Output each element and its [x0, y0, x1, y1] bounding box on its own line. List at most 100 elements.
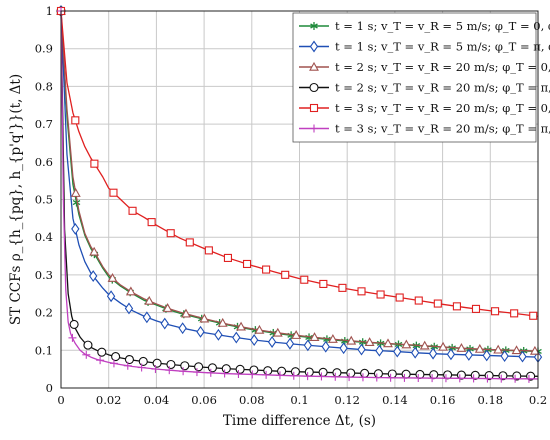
- data-point: [433, 299, 442, 308]
- data-point: [372, 373, 381, 382]
- data-point: [386, 373, 395, 382]
- data-point: [124, 302, 134, 315]
- series-6: [57, 7, 539, 383]
- data-point: [300, 275, 309, 284]
- data-point: [106, 290, 116, 303]
- data-point: [166, 359, 176, 370]
- data-point: [70, 188, 81, 197]
- data-point: [373, 369, 383, 379]
- series-3: [56, 5, 540, 355]
- data-point: [89, 246, 100, 256]
- data-point: [393, 345, 402, 358]
- data-point: [510, 309, 519, 318]
- series-2: [56, 5, 543, 364]
- data-point: [71, 116, 80, 125]
- data-point: [142, 311, 152, 324]
- data-point: [289, 371, 298, 380]
- data-point: [83, 340, 93, 350]
- x-tick-label: 0.14: [382, 393, 408, 407]
- data-point: [471, 304, 481, 313]
- legend-entry: t = 2 s; v_T = v_R = 20 m/s; φ_T = π, φ_…: [299, 81, 550, 95]
- legend-entry: t = 3 s; v_T = v_R = 20 m/s; φ_T = 0, φ_…: [299, 101, 550, 115]
- series-layer: [56, 5, 543, 383]
- data-point: [194, 362, 204, 372]
- y-tick-label: 0: [46, 381, 53, 395]
- data-point: [452, 302, 461, 311]
- data-point: [90, 159, 99, 168]
- y-tick-label: 0.8: [35, 79, 53, 93]
- data-point: [111, 352, 121, 362]
- data-point: [199, 313, 210, 323]
- data-point: [482, 349, 491, 362]
- data-point: [125, 286, 136, 296]
- x-tick-label: 0.02: [96, 393, 122, 407]
- data-point: [400, 373, 409, 382]
- series-5: [56, 6, 539, 320]
- data-point: [89, 270, 98, 282]
- legend-marker: [309, 40, 319, 53]
- data-point: [277, 366, 287, 376]
- y-tick-label: 0.9: [35, 42, 53, 56]
- data-point: [249, 365, 259, 375]
- data-point: [206, 368, 215, 377]
- legend-marker: [310, 22, 318, 30]
- data-point: [338, 283, 347, 292]
- data-point: [250, 334, 259, 346]
- data-point: [415, 369, 425, 379]
- data-point: [262, 370, 271, 379]
- data-point: [419, 340, 430, 350]
- data-point: [464, 348, 474, 361]
- data-point: [96, 356, 105, 365]
- legend-label: t = 2 s; v_T = v_R = 20 m/s; φ_T = π, φ_…: [335, 81, 550, 95]
- data-point: [71, 222, 80, 235]
- legend-entry: t = 2 s; v_T = v_R = 20 m/s; φ_T = 0, φ_…: [299, 60, 550, 74]
- legend-label: t = 1 s; v_T = v_R = 5 m/s; φ_T = 0, φ_R…: [335, 19, 550, 33]
- data-point: [123, 361, 132, 370]
- y-tick-labels: 0 0.1 0.2 0.3 0.4 0.5 0.6 0.7 0.8 0.9 1: [35, 4, 53, 395]
- x-tick-label: 0.08: [239, 393, 265, 407]
- data-point: [428, 347, 438, 360]
- data-point: [360, 368, 370, 378]
- x-tick-label: 0.12: [334, 393, 360, 407]
- data-point: [207, 363, 217, 373]
- data-point: [446, 348, 456, 361]
- data-point: [165, 366, 174, 375]
- series-line: [60, 10, 539, 358]
- data-point: [401, 369, 411, 379]
- data-point: [236, 321, 247, 331]
- legend-box: [292, 12, 537, 143]
- legend: t = 1 s; v_T = v_R = 5 m/s; φ_T = 0, φ_R…: [292, 12, 550, 143]
- data-point: [262, 265, 271, 274]
- data-point: [317, 372, 326, 381]
- data-point: [124, 354, 134, 365]
- data-point: [441, 374, 450, 383]
- y-tick-label: 0.7: [35, 117, 53, 131]
- y-tick-label: 1: [46, 4, 53, 18]
- data-point: [318, 367, 328, 377]
- data-point: [214, 328, 223, 341]
- data-point: [232, 331, 241, 344]
- data-point: [263, 366, 273, 376]
- data-point: [223, 253, 232, 262]
- y-axis-label: ST CCFs ρ_{h_{pq}, h_{p'q'}}(t, Δt): [8, 74, 24, 325]
- data-point: [346, 335, 357, 345]
- plot-frame: [60, 10, 539, 389]
- data-point: [303, 372, 312, 381]
- data-point: [248, 370, 257, 379]
- data-point: [291, 330, 302, 339]
- data-point: [196, 325, 205, 338]
- data-point: [235, 364, 245, 374]
- data-point: [364, 337, 375, 347]
- y-tick-label: 0.1: [35, 343, 53, 357]
- data-point: [339, 342, 348, 355]
- legend-entry: t = 3 s; v_T = v_R = 20 m/s; φ_T = π, φ_…: [299, 122, 550, 136]
- data-point: [358, 373, 367, 382]
- data-point: [234, 370, 243, 379]
- data-point: [97, 347, 107, 357]
- data-point: [242, 259, 252, 269]
- data-point: [285, 337, 295, 350]
- y-tick-label: 0.2: [35, 306, 53, 320]
- data-point: [267, 336, 277, 348]
- data-point: [319, 279, 328, 288]
- data-point: [185, 238, 194, 247]
